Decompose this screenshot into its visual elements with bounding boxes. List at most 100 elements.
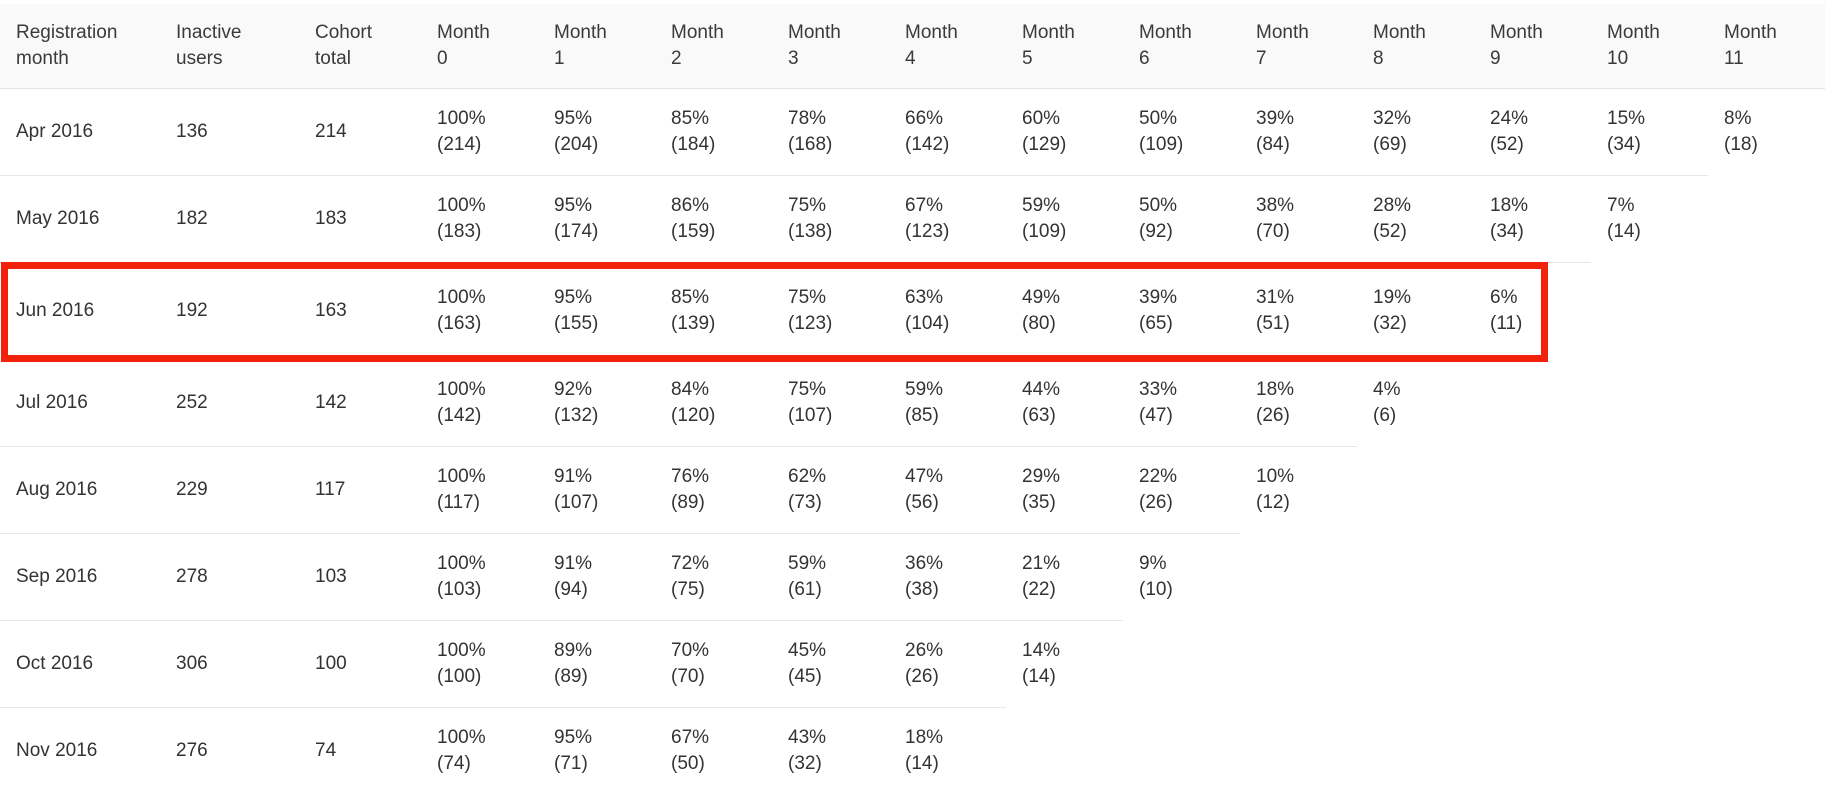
empty-cell <box>1357 707 1474 794</box>
inactive-users-cell: 182 <box>160 174 299 262</box>
retention-percent: 75% <box>788 378 827 400</box>
retention-cell-month-3: 75% (123) <box>772 261 889 359</box>
header-cell-label: Month 4 <box>905 21 958 69</box>
retention-percent: 92% <box>554 378 593 400</box>
header-cell-label: Month 6 <box>1139 21 1192 69</box>
retention-percent: 67% <box>905 194 944 216</box>
empty-cell <box>1123 707 1240 794</box>
row-label: Jun 2016 <box>0 261 160 359</box>
inactive-users-cell: 252 <box>160 358 299 446</box>
empty-cell <box>1240 707 1357 794</box>
header-cell-label: Month 2 <box>671 21 724 69</box>
retention-cell-month-9: 24% (52) <box>1474 87 1591 175</box>
retention-count: (18) <box>1724 133 1758 155</box>
retention-cell-month-5: 29% (35) <box>1006 445 1123 533</box>
retention-cell-month-0: 100% (142) <box>421 358 538 446</box>
retention-cell-month-0: 100% (103) <box>421 532 538 620</box>
header-cell-m4: Month 4 <box>889 4 1006 88</box>
retention-count: (73) <box>788 491 822 513</box>
empty-cell <box>1591 262 1708 359</box>
retention-cell-month-5: 21% (22) <box>1006 532 1123 620</box>
empty-cell <box>1708 446 1825 533</box>
header-cell-label: Registration month <box>16 21 118 69</box>
retention-count: (70) <box>1256 220 1290 242</box>
retention-count: (51) <box>1256 312 1290 334</box>
retention-cell-month-8: 28% (52) <box>1357 174 1474 262</box>
retention-cell-month-6: 50% (92) <box>1123 174 1240 262</box>
retention-percent: 14% <box>1022 639 1061 661</box>
retention-cell-month-6: 33% (47) <box>1123 358 1240 446</box>
retention-cell-month-5: 60% (129) <box>1006 87 1123 175</box>
retention-count: (123) <box>788 312 833 334</box>
retention-cell-month-5: 49% (80) <box>1006 261 1123 359</box>
retention-count: (155) <box>554 312 599 334</box>
retention-count: (100) <box>437 665 482 687</box>
retention-count: (84) <box>1256 133 1290 155</box>
empty-cell <box>1708 262 1825 359</box>
retention-percent: 29% <box>1022 465 1061 487</box>
retention-percent: 44% <box>1022 378 1061 400</box>
header-cell-inactive_users: Inactive users <box>160 4 299 88</box>
retention-cell-month-1: 91% (94) <box>538 532 655 620</box>
retention-percent: 100% <box>437 286 486 308</box>
inactive-users-cell: 192 <box>160 261 299 359</box>
retention-percent: 89% <box>554 639 593 661</box>
retention-percent: 32% <box>1373 107 1412 129</box>
cohort-row-nov-2016: Nov 2016 276 74 100% (74) 95% (71) 67% (50) 43% (3… <box>0 706 1825 794</box>
header-cell-m0: Month 0 <box>421 4 538 88</box>
retention-count: (26) <box>905 665 939 687</box>
retention-cell-month-9: 18% (34) <box>1474 174 1591 262</box>
retention-percent: 31% <box>1256 286 1295 308</box>
retention-count: (26) <box>1139 491 1173 513</box>
retention-cell-month-7: 31% (51) <box>1240 261 1357 359</box>
retention-count: (35) <box>1022 491 1056 513</box>
retention-percent: 59% <box>905 378 944 400</box>
retention-percent: 85% <box>671 286 710 308</box>
retention-cell-month-4: 63% (104) <box>889 261 1006 359</box>
retention-cell-month-1: 95% (204) <box>538 87 655 175</box>
retention-cell-month-3: 45% (45) <box>772 619 889 707</box>
retention-count: (92) <box>1139 220 1173 242</box>
header-cell-cohort_total: Cohort total <box>299 4 421 88</box>
empty-cell <box>1708 533 1825 620</box>
retention-count: (163) <box>437 312 482 334</box>
empty-cell <box>1123 620 1240 707</box>
retention-count: (142) <box>905 133 950 155</box>
cohort-row-aug-2016: Aug 2016 229 117 100% (117) 91% (107) 76% (89) 62… <box>0 445 1825 533</box>
retention-count: (184) <box>671 133 716 155</box>
cohort-total-cell: 103 <box>299 532 421 620</box>
header-cell-registration_month: Registration month <box>0 4 160 88</box>
retention-percent: 75% <box>788 286 827 308</box>
retention-cell-month-0: 100% (163) <box>421 261 538 359</box>
header-cell-m1: Month 1 <box>538 4 655 88</box>
cohort-table: Registration month Inactive users Cohort t… <box>0 4 1825 794</box>
retention-count: (65) <box>1139 312 1173 334</box>
cohort-table-body: Apr 2016 136 214 100% (214) 95% (204) 85% (184) 7… <box>0 87 1825 794</box>
retention-count: (32) <box>788 752 822 774</box>
retention-percent: 22% <box>1139 465 1178 487</box>
cohort-total-cell: 142 <box>299 358 421 446</box>
cohort-total-cell: 100 <box>299 619 421 707</box>
empty-cell <box>1474 620 1591 707</box>
retention-cell-month-7: 39% (84) <box>1240 87 1357 175</box>
retention-count: (32) <box>1373 312 1407 334</box>
retention-cell-month-10: 15% (34) <box>1591 87 1708 175</box>
retention-count: (109) <box>1139 133 1184 155</box>
retention-percent: 36% <box>905 552 944 574</box>
empty-cell <box>1357 533 1474 620</box>
retention-percent: 95% <box>554 726 593 748</box>
retention-count: (52) <box>1490 133 1524 155</box>
retention-cell-month-3: 62% (73) <box>772 445 889 533</box>
retention-cell-month-0: 100% (117) <box>421 445 538 533</box>
empty-cell <box>1708 359 1825 446</box>
retention-percent: 76% <box>671 465 710 487</box>
row-label: Jul 2016 <box>0 358 160 446</box>
retention-cell-month-10: 7% (14) <box>1591 174 1708 262</box>
retention-percent: 100% <box>437 465 486 487</box>
retention-cell-month-2: 70% (70) <box>655 619 772 707</box>
retention-count: (63) <box>1022 404 1056 426</box>
retention-percent: 6% <box>1490 286 1518 308</box>
empty-cell <box>1591 620 1708 707</box>
retention-cell-month-8: 32% (69) <box>1357 87 1474 175</box>
retention-count: (123) <box>905 220 950 242</box>
